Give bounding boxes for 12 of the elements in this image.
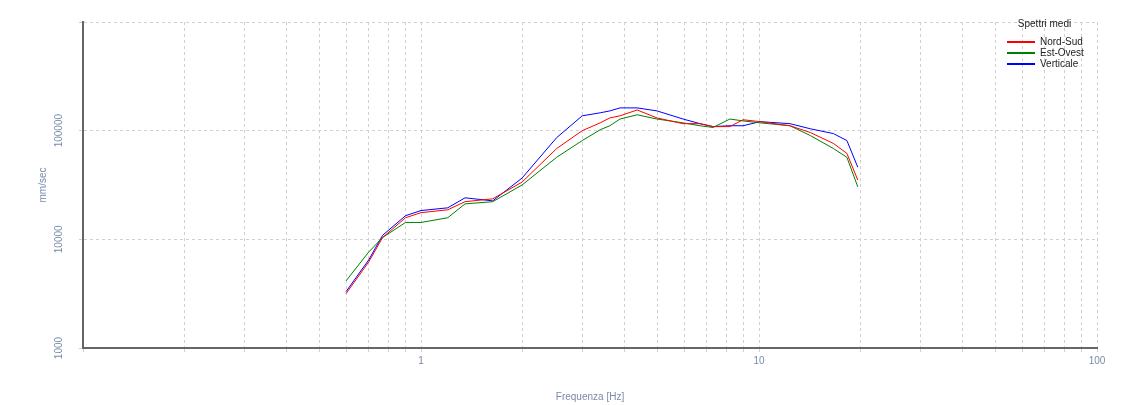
legend-title: Spettri medi [1017, 17, 1072, 29]
legend-label: Est-Ovest [1040, 46, 1085, 58]
y-tick-label: 100000 [53, 113, 65, 148]
x-tick-label: 1 [418, 354, 425, 366]
x-axis-title: Frequenza [Hz] [555, 390, 625, 402]
legend-label: Verticale [1040, 57, 1079, 69]
y-tick-label: 1000 [53, 336, 65, 360]
y-tick-label: 10000 [53, 224, 65, 254]
legend-label: Nord-Sud [1040, 35, 1083, 47]
x-tick-label: 100 [1088, 354, 1106, 366]
x-tick-label: 10 [753, 354, 765, 366]
y-axis-title: mm/sec [36, 167, 48, 203]
